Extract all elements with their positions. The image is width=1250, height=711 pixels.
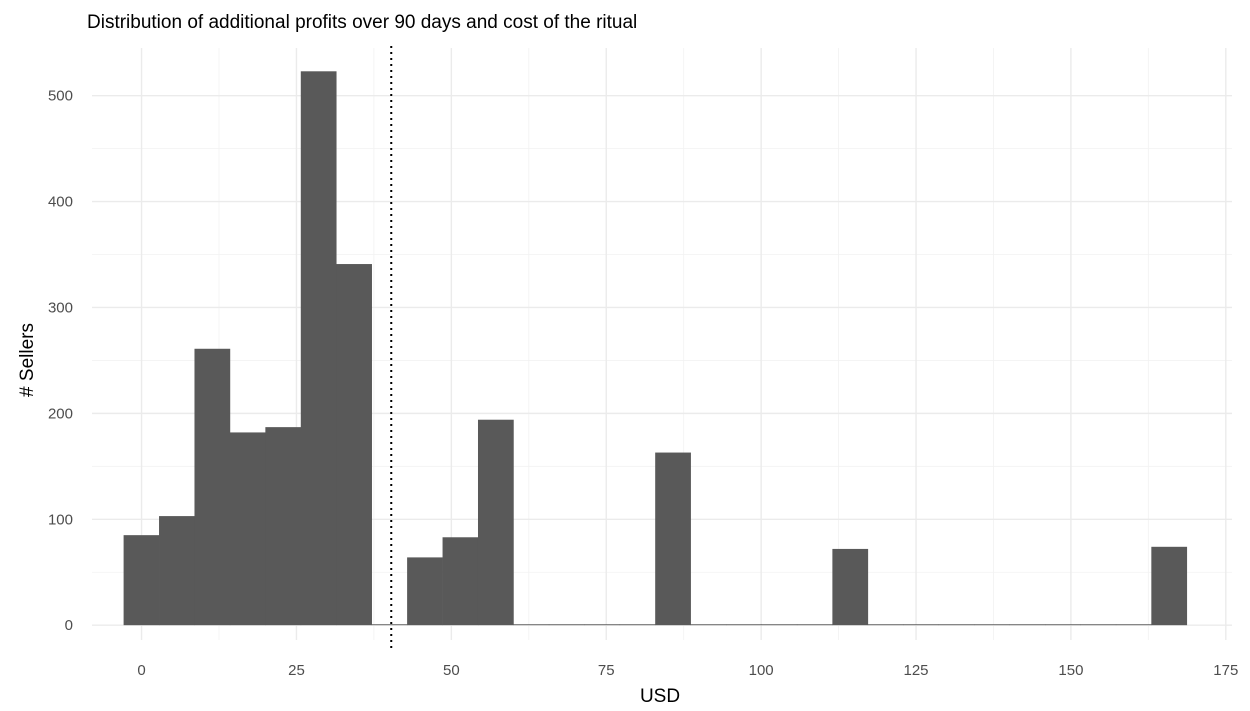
- histogram-bar: [477, 419, 514, 626]
- y-tick-label: 200: [48, 405, 73, 422]
- chart-title: Distribution of additional profits over …: [87, 12, 637, 33]
- histogram-bar: [1115, 624, 1152, 626]
- histogram-bar: [761, 624, 798, 626]
- x-tick-label: 100: [749, 662, 774, 679]
- x-tick-label: 125: [904, 662, 929, 679]
- histogram-bar: [159, 516, 195, 626]
- y-tick-label: 0: [65, 617, 73, 634]
- histogram-bar: [513, 624, 550, 626]
- histogram-bar: [300, 71, 337, 626]
- histogram-bar: [442, 537, 479, 626]
- histogram-bar: [655, 452, 691, 626]
- y-tick-label: 500: [48, 88, 73, 105]
- histogram-bar: [336, 264, 372, 626]
- y-tick-label: 100: [48, 511, 73, 528]
- histogram-bar: [867, 624, 904, 626]
- x-axis-title: USD: [640, 686, 680, 707]
- y-tick-label: 300: [48, 299, 73, 316]
- x-tick-label: 175: [1213, 662, 1238, 679]
- histogram-bar: [974, 624, 1010, 626]
- histogram-bar: [584, 624, 621, 626]
- histogram-bar: [726, 624, 762, 626]
- x-tick-label: 150: [1058, 662, 1083, 679]
- histogram-bar: [123, 535, 160, 626]
- y-axis-title: # Sellers: [17, 323, 38, 397]
- x-tick-label: 0: [137, 662, 145, 679]
- histogram-bar: [832, 548, 869, 626]
- x-tick-label: 75: [598, 662, 615, 679]
- histogram-bar: [1009, 624, 1046, 626]
- histogram-bar: [229, 432, 266, 626]
- histogram-bar: [407, 557, 443, 626]
- histogram-bar: [619, 624, 656, 626]
- histogram-bar: [690, 624, 727, 626]
- histogram-bar: [1080, 624, 1117, 626]
- histogram-bar: [265, 427, 302, 626]
- bars: [123, 71, 1188, 626]
- x-tick-label: 50: [443, 662, 460, 679]
- histogram-bar: [938, 624, 975, 626]
- y-axis-ticks: 0 100 200 300 400 500: [48, 88, 73, 635]
- histogram-bar: [371, 624, 408, 626]
- histogram-bar: [796, 624, 833, 626]
- x-axis-ticks: 0 25 50 75 100 125 150 175: [137, 662, 1238, 679]
- histogram-bar: [194, 348, 231, 626]
- x-tick-label: 25: [288, 662, 305, 679]
- histogram-bar: [1045, 624, 1081, 626]
- histogram-bar: [548, 624, 585, 626]
- histogram-bar: [903, 624, 939, 626]
- histogram-bar: [1151, 546, 1188, 626]
- y-tick-label: 400: [48, 194, 73, 211]
